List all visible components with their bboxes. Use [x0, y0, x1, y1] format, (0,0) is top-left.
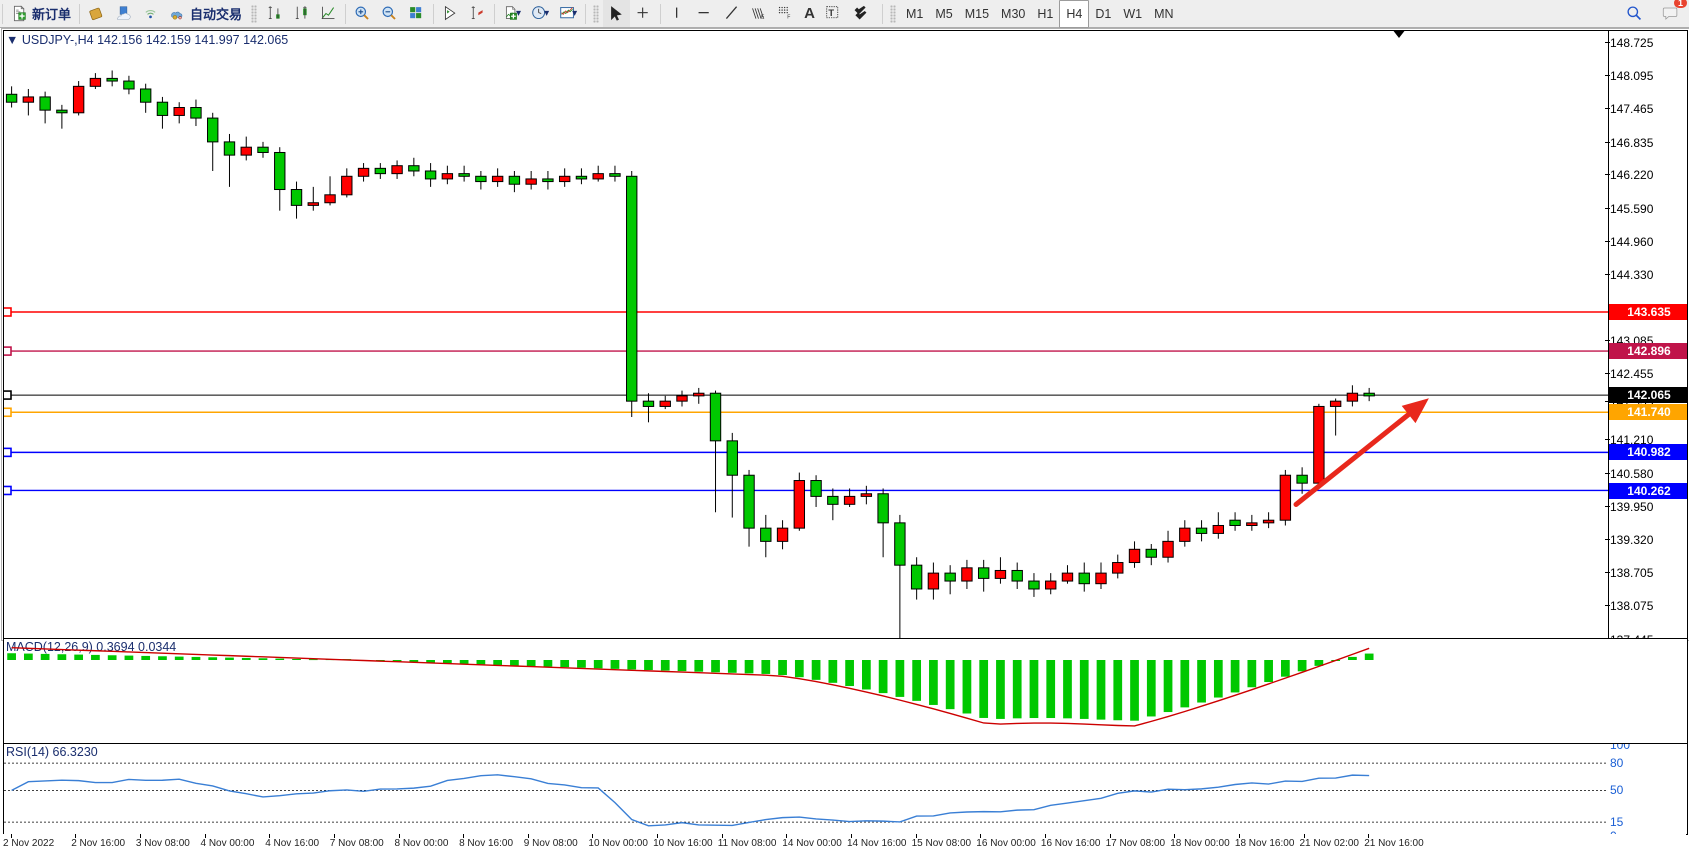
- svg-text:E: E: [761, 15, 765, 21]
- svg-text:F: F: [787, 15, 790, 21]
- svg-text:T: T: [828, 8, 834, 18]
